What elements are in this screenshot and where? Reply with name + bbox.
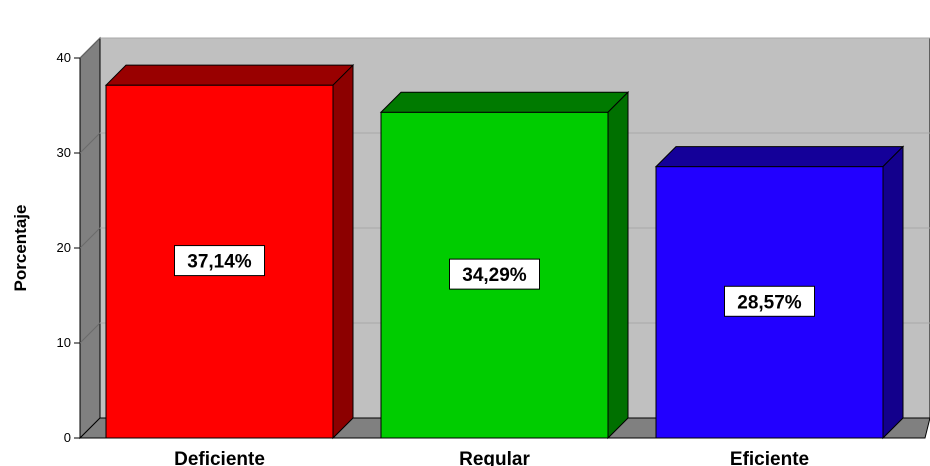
bar-top (379, 91, 630, 113)
gridline-side (79, 227, 101, 249)
y-axis-title: Porcentaje (11, 205, 30, 292)
gridline-side (79, 132, 101, 154)
bars: 37,14% 34,29% 28,57% (104, 63, 905, 440)
bar-side (607, 91, 629, 440)
bar-top (654, 146, 905, 168)
x-tick-label: Eficiente (730, 449, 809, 466)
y-tick-label: 30 (57, 145, 71, 160)
bar-side (882, 145, 904, 440)
x-tick-label: Regular (459, 449, 530, 466)
data-label: 28,57% (724, 285, 815, 317)
data-label-box (174, 245, 265, 277)
y-axis-ticks: 0 10 20 30 40 (57, 50, 80, 445)
bar-regular: 34,29% (379, 91, 630, 440)
data-label-text: 28,57% (737, 292, 802, 313)
x-tick-label: Deficiente (174, 449, 265, 466)
data-label-text: 34,29% (462, 265, 527, 286)
gridline-side (79, 322, 101, 344)
bar-top (104, 64, 355, 86)
x-axis-labels: Deficiente Regular Eficiente (174, 449, 809, 466)
bar-deficiente: 37,14% (104, 63, 355, 440)
y-tick-label: 0 (64, 430, 71, 445)
y-tick-label: 40 (57, 50, 71, 65)
data-label-text: 37,14% (187, 252, 252, 273)
gridline-side (79, 37, 101, 59)
bar-side (332, 63, 354, 440)
data-label: 34,29% (449, 258, 540, 290)
data-label-box (724, 285, 815, 317)
data-label: 37,14% (174, 245, 265, 277)
data-label-box (449, 258, 540, 290)
y-tick-label: 10 (57, 335, 71, 350)
bar-eficiente: 28,57% (654, 145, 905, 440)
y-tick-label: 20 (57, 240, 71, 255)
